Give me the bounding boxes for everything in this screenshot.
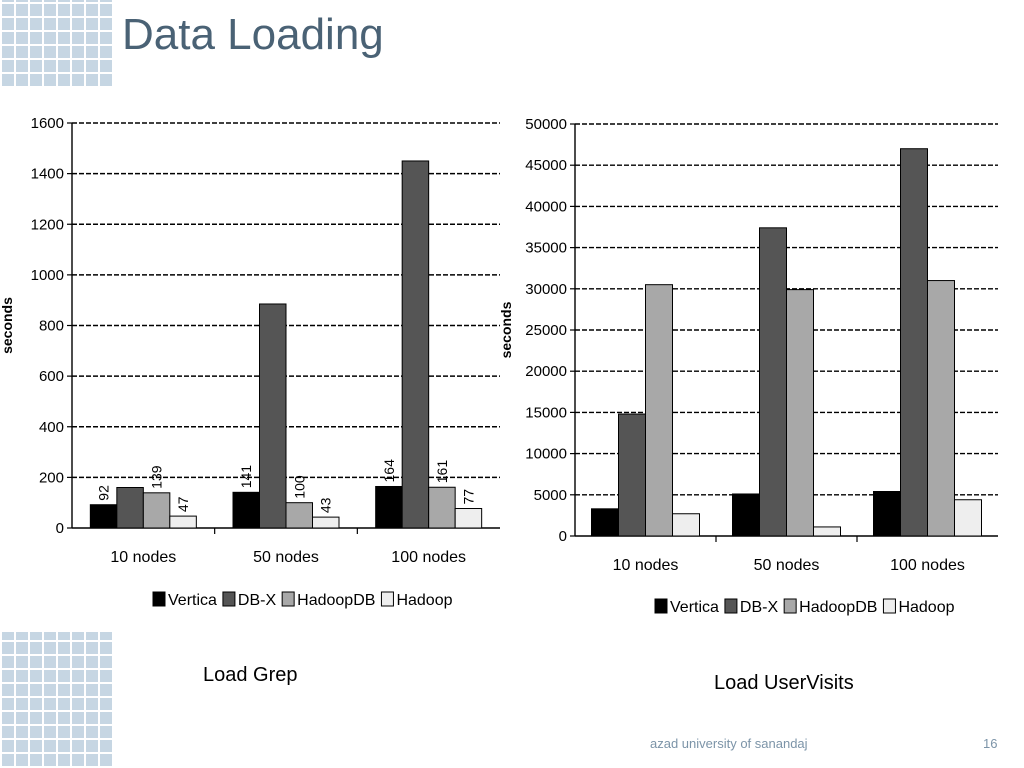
bar-db-x-100-nodes — [401, 160, 430, 529]
legend-label-hadoop: Hadoop — [898, 599, 954, 616]
bar-hadoop-10-nodes — [672, 513, 700, 537]
bar-hadoopdb-10-nodes — [142, 492, 171, 529]
y-tick-label-10000: 10000 — [525, 446, 567, 463]
y-tick-label-15000: 15000 — [525, 404, 567, 421]
y-tick-label-400: 400 — [39, 419, 64, 436]
data-label-vertica-50-nodes: 141 — [238, 465, 254, 489]
decorative-grid-top — [0, 0, 113, 88]
bar-vertica-100-nodes — [873, 491, 901, 537]
bar-hadoopdb-100-nodes — [927, 280, 955, 537]
y-tick-label-1600: 1600 — [31, 115, 64, 132]
category-label-50-nodes: 50 nodes — [754, 557, 820, 574]
legend-swatch-hadoopdb — [783, 598, 797, 614]
bar-vertica-50-nodes — [232, 491, 260, 529]
y-tick-label-35000: 35000 — [525, 240, 567, 257]
chart-load-grep: 0 200 400 600 800 1000 1200 1400 1600 seconds 92 13… — [0, 115, 500, 609]
y-axis-label: seconds — [0, 297, 15, 354]
data-label-hadoop-50-nodes: 43 — [318, 497, 334, 513]
y-tick-label-5000: 5000 — [534, 487, 567, 504]
bar-hadoop-100-nodes — [954, 499, 982, 537]
bar-db-x-100-nodes — [900, 148, 928, 537]
y-tick-label-45000: 45000 — [525, 157, 567, 174]
decorative-grid-bottom — [0, 632, 113, 768]
y-tick-label-20000: 20000 — [525, 363, 567, 380]
data-label-hadoop-100-nodes: 77 — [460, 489, 476, 505]
bar-vertica-50-nodes — [732, 493, 760, 537]
legend-swatch-hadoopdb — [281, 591, 295, 607]
bar-hadoopdb-50-nodes — [786, 289, 814, 537]
data-label-hadoopdb-10-nodes: 139 — [149, 465, 165, 489]
category-label-100-nodes: 100 nodes — [391, 549, 466, 566]
footer-text: azad university of sanandaj — [650, 736, 808, 751]
y-tick-label-800: 800 — [39, 318, 64, 335]
legend-swatch-db-x — [724, 598, 738, 614]
bar-vertica-100-nodes — [375, 485, 403, 529]
category-label-10-nodes: 10 nodes — [613, 557, 679, 574]
bar-vertica-10-nodes — [591, 508, 619, 537]
legend-swatch-db-x — [222, 591, 236, 607]
legend-label-hadoopdb: HadoopDB — [297, 592, 375, 609]
y-tick-label-40000: 40000 — [525, 198, 567, 215]
bar-db-x-50-nodes — [759, 227, 787, 537]
legend-swatch-hadoop — [882, 598, 896, 614]
category-label-10-nodes: 10 nodes — [110, 549, 176, 566]
data-label-hadoopdb-100-nodes: 161 — [434, 460, 450, 484]
legend-label-hadoopdb: HadoopDB — [799, 599, 877, 616]
y-tick-label-0: 0 — [559, 528, 567, 545]
legend-label-db-x: DB-X — [740, 599, 779, 616]
y-tick-label-0: 0 — [56, 520, 64, 537]
slide-title: Data Loading — [122, 10, 384, 59]
bar-db-x-10-nodes — [116, 487, 144, 529]
category-label-100-nodes: 100 nodes — [890, 557, 965, 574]
chart-load-uservisits: 0 5000 10000 15000 20000 25000 30000 35000 40000… — [498, 116, 998, 616]
data-label-hadoop-10-nodes: 47 — [175, 496, 191, 512]
caption-load-grep: Load Grep — [203, 664, 298, 686]
bar-hadoop-50-nodes — [813, 526, 841, 537]
y-tick-label-25000: 25000 — [525, 322, 567, 339]
data-label-vertica-10-nodes: 92 — [96, 485, 112, 501]
legend-label-vertica: Vertica — [168, 592, 217, 609]
y-tick-label-600: 600 — [39, 368, 64, 385]
bar-vertica-10-nodes — [89, 504, 118, 529]
y-tick-label-30000: 30000 — [525, 281, 567, 298]
y-tick-label-1200: 1200 — [31, 216, 64, 233]
category-label-50-nodes: 50 nodes — [253, 549, 319, 566]
bar-hadoopdb-100-nodes — [428, 486, 456, 529]
data-label-hadoopdb-50-nodes: 100 — [291, 475, 307, 499]
bar-db-x-10-nodes — [618, 413, 646, 537]
data-label-vertica-100-nodes: 164 — [381, 459, 397, 483]
caption-load-uservisits: Load UserVisits — [714, 672, 854, 694]
page-number: 16 — [983, 736, 998, 751]
legend-swatch-vertica — [654, 598, 668, 614]
legend-label-vertica: Vertica — [670, 599, 719, 616]
bar-hadoopdb-10-nodes — [645, 284, 673, 537]
legend-label-db-x: DB-X — [238, 592, 277, 609]
legend: Vertica DB-X HadoopDB Hadoop — [152, 591, 453, 609]
y-tick-label-50000: 50000 — [525, 116, 567, 133]
bar-hadoopdb-50-nodes — [285, 502, 313, 529]
bar-hadoop-50-nodes — [312, 516, 340, 529]
legend-label-hadoop: Hadoop — [396, 592, 452, 609]
legend-swatch-hadoop — [380, 591, 394, 607]
y-tick-label-200: 200 — [39, 469, 64, 486]
bar-hadoop-100-nodes — [454, 508, 483, 529]
bar-db-x-50-nodes — [259, 303, 287, 529]
bar-hadoop-10-nodes — [169, 515, 197, 529]
y-axis-label: seconds — [498, 301, 514, 358]
legend-swatch-vertica — [152, 591, 166, 607]
y-tick-label-1000: 1000 — [31, 267, 64, 284]
legend: Vertica DB-X HadoopDB Hadoop — [654, 598, 955, 616]
y-tick-label-1400: 1400 — [31, 166, 64, 183]
